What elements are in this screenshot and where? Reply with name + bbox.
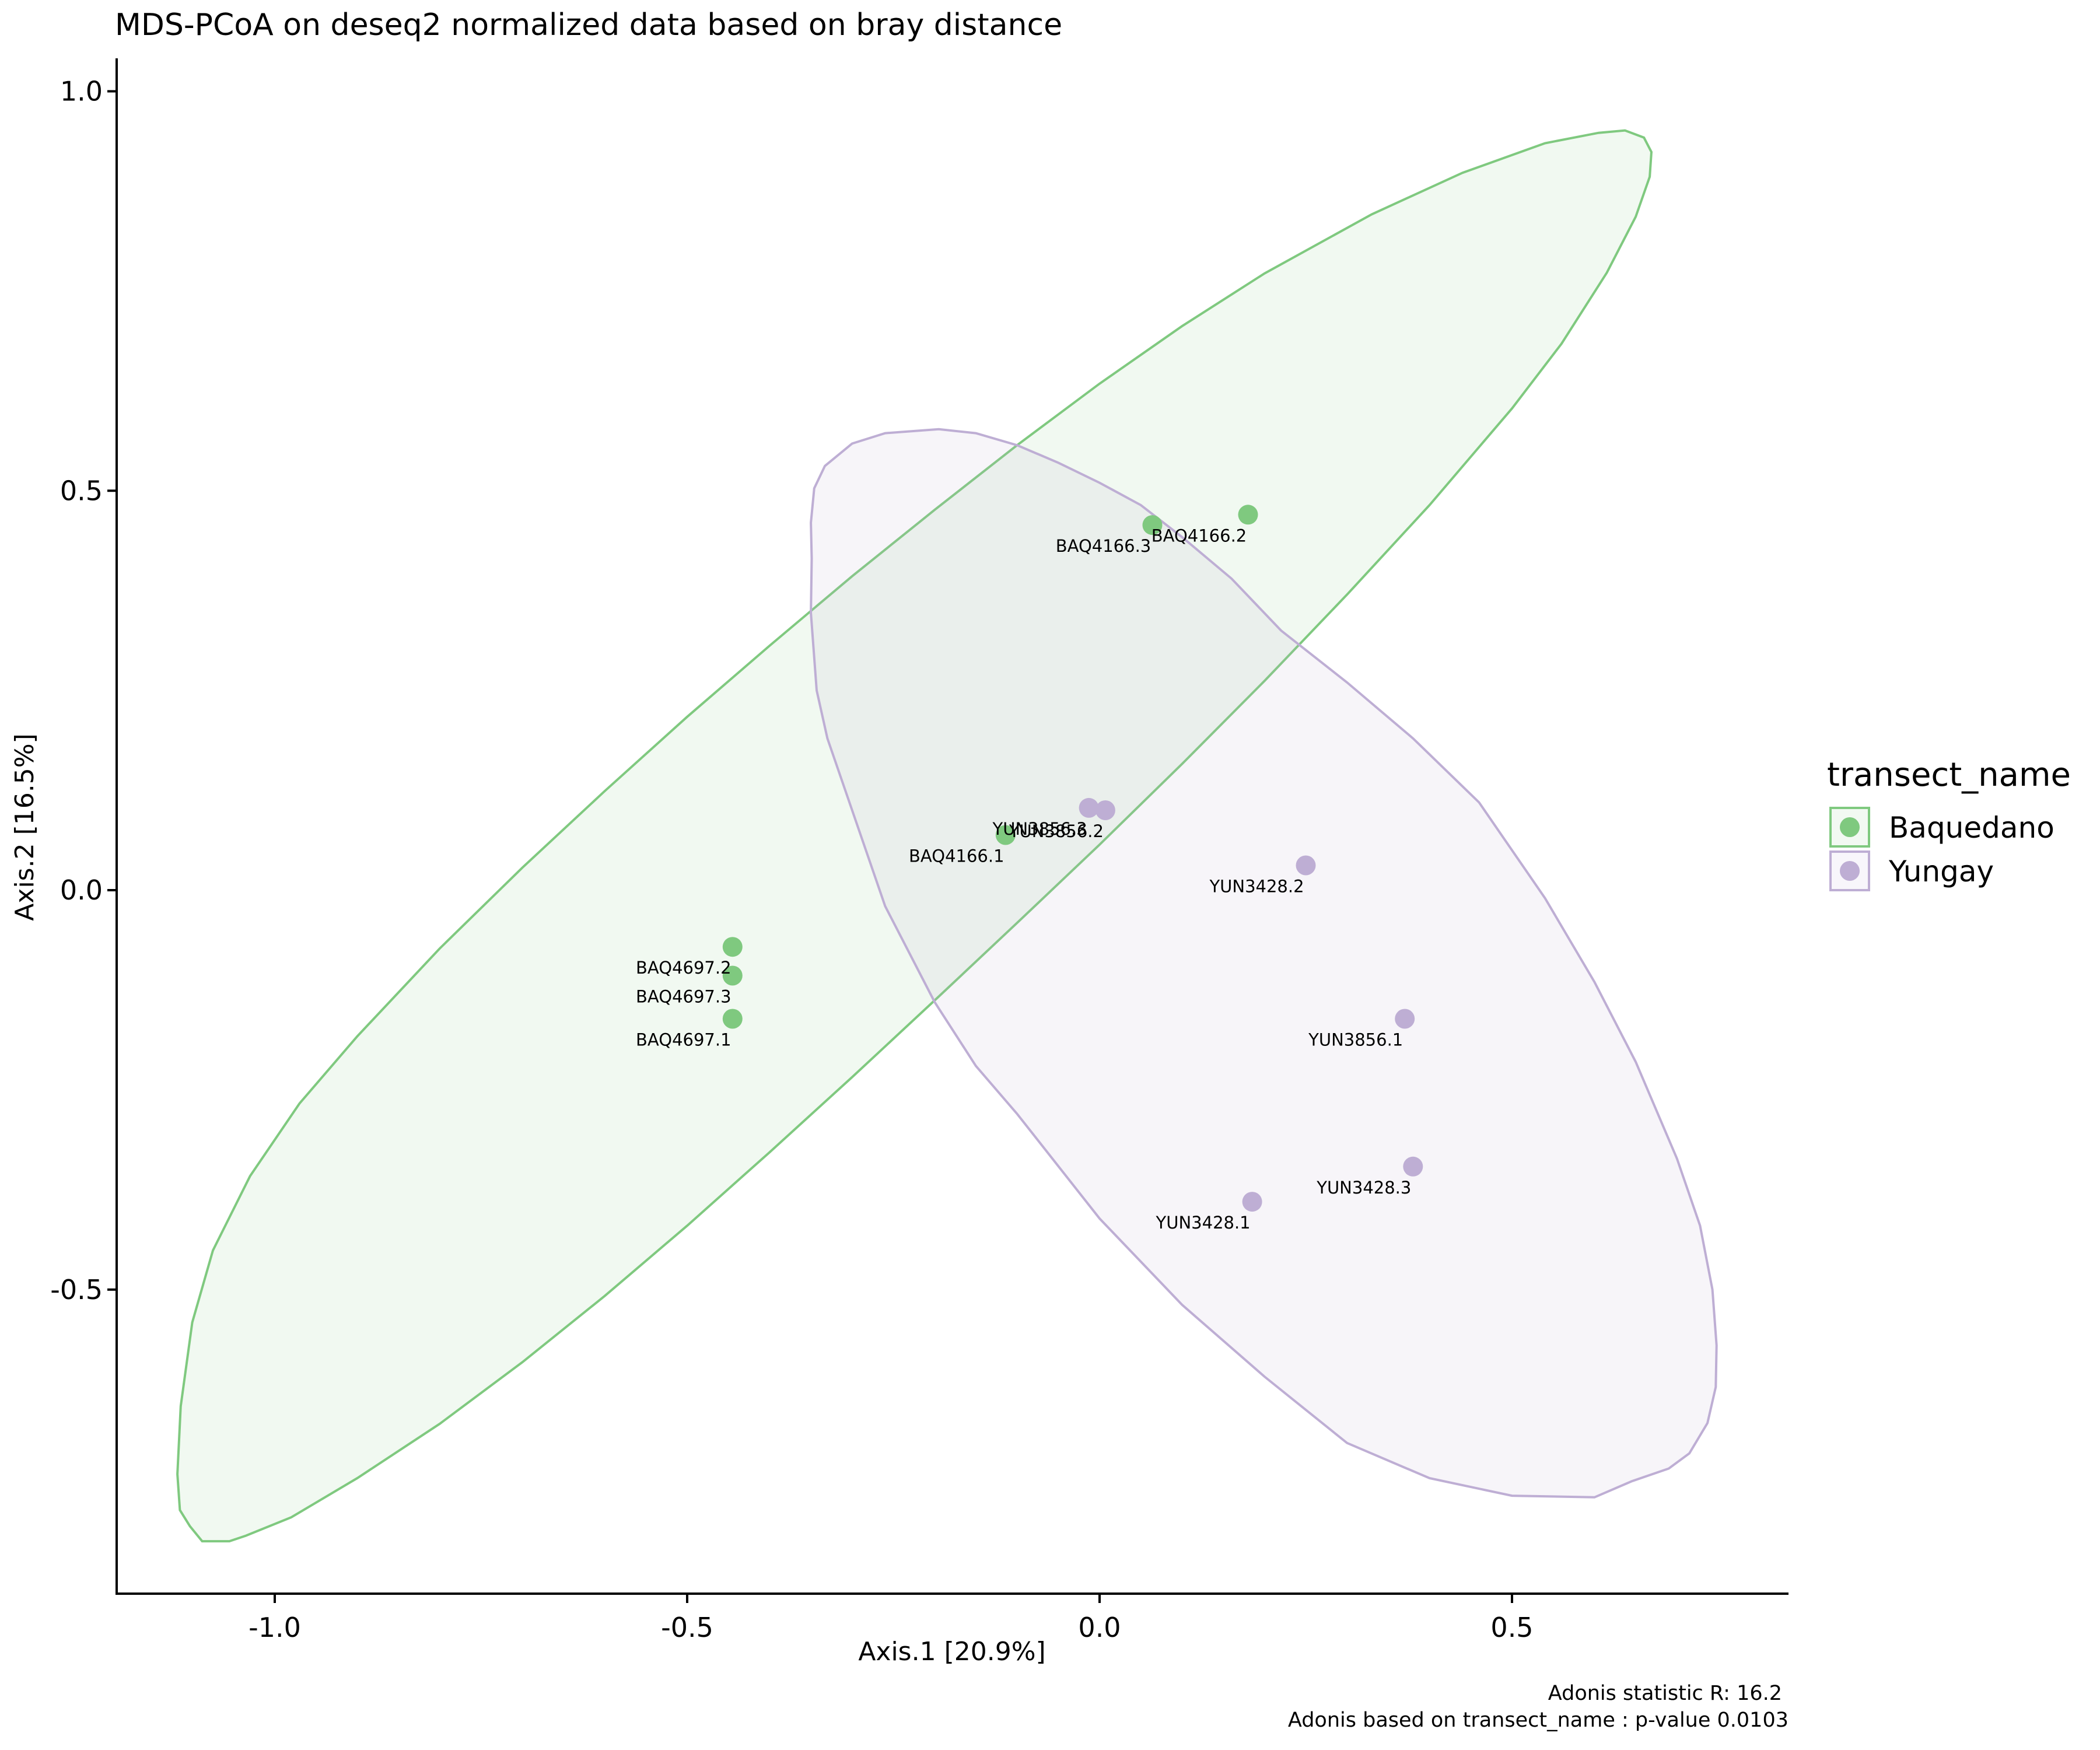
y-axis-label: Axis.2 [16.5%] [10, 733, 40, 921]
adonis-pvalue-caption: Adonis based on transect_name : p-value … [1288, 1709, 1788, 1732]
x-axis-label: Axis.1 [20.9%] [858, 1637, 1045, 1667]
x-tick-label: 0.0 [1078, 1612, 1121, 1643]
point-label-yun3428-1: YUN3428.1 [1156, 1213, 1251, 1233]
point-yun3856-3 [1079, 797, 1099, 818]
point-baq4166-3 [1142, 515, 1163, 536]
point-label-yun3856-1: YUN3856.1 [1308, 1030, 1403, 1050]
confidence-ellipse-yungay [810, 428, 1718, 1499]
point-label-baq4697-3: BAQ4697.3 [636, 987, 732, 1007]
y-ticks-layer: -0.5 0.0 0.5 1.0 [50, 76, 117, 1306]
chart-title: MDS-PCoA on deseq2 normalized data based… [115, 8, 1062, 43]
confidence-ellipse-baquedano [176, 129, 1653, 1543]
legend-item-baquedano: Baquedano [1829, 807, 2054, 848]
point-label-baq4166-3: BAQ4166.3 [1056, 536, 1152, 556]
point-label-yun3428-2: YUN3428.2 [1209, 877, 1304, 897]
point-baq4697-1 [722, 1009, 743, 1029]
point-label-yun3428-3: YUN3428.3 [1316, 1178, 1411, 1198]
point-label-yun3856-3: YUN3856.3 [992, 819, 1087, 839]
point-yun3428-1 [1242, 1192, 1262, 1212]
legend-label-baquedano: Baquedano [1889, 811, 2054, 845]
legend-marker-yungay [1840, 861, 1860, 881]
point-yun3856-2 [1095, 800, 1115, 820]
legend-title: transect_name [1827, 756, 2071, 794]
y-tick-label: 0.5 [60, 475, 103, 506]
point-baq4697-3 [722, 965, 743, 986]
point-label-baq4166-2: BAQ4166.2 [1152, 526, 1247, 545]
point-yun3856-1 [1395, 1009, 1415, 1029]
point-yun3428-2 [1296, 855, 1316, 876]
y-tick-label: 0.0 [60, 874, 103, 906]
legend-marker-baquedano [1840, 817, 1860, 837]
point-label-baq4697-1: BAQ4697.1 [636, 1030, 732, 1050]
point-label-baq4166-1: BAQ4166.1 [909, 846, 1005, 866]
legend-key-yungay [1829, 850, 1870, 891]
point-label-yun3856-2: YUN3856.2 [1009, 821, 1104, 841]
y-tick-label: -0.5 [50, 1274, 103, 1306]
x-ticks-layer: -1.0 -0.5 0.0 0.5 [249, 1594, 1534, 1643]
point-yun3428-3 [1403, 1156, 1423, 1177]
x-tick-label: -1.0 [249, 1612, 301, 1643]
points-layer [722, 505, 1423, 1212]
legend-item-yungay: Yungay [1829, 850, 1994, 891]
point-baq4166-2 [1238, 505, 1258, 525]
point-baq4166-1 [995, 825, 1016, 845]
point-baq4697-2 [722, 937, 743, 957]
x-tick-label: -0.5 [661, 1612, 713, 1643]
x-tick-label: 0.5 [1490, 1612, 1533, 1643]
legend: transect_name Baquedano Yungay [1827, 756, 2071, 891]
adonis-statistic-caption: Adonis statistic R: 16.2 [1548, 1682, 1782, 1705]
ellipses-layer [176, 129, 1718, 1543]
y-tick-label: 1.0 [60, 76, 103, 107]
point-label-baq4697-2: BAQ4697.2 [636, 958, 732, 978]
legend-label-yungay: Yungay [1888, 855, 1994, 888]
